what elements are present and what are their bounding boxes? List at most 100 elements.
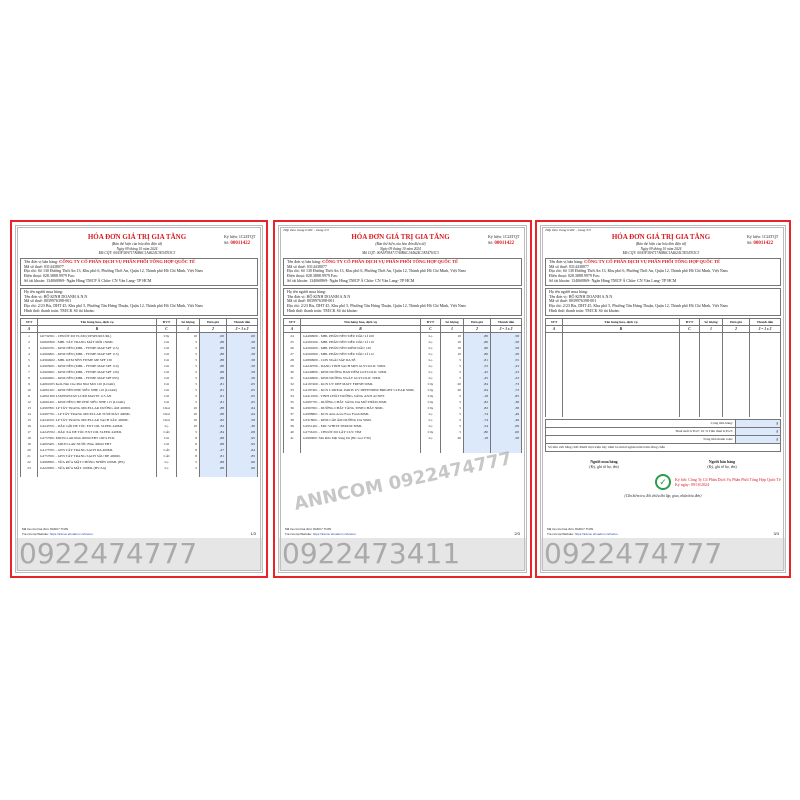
invoice-title: HÓA ĐƠN GIÁ TRỊ GIA TĂNG — [351, 233, 450, 241]
footer-left: Mã tra cứu hóa đơn: 8ADC7 7NJN Tra cứu tạ… — [22, 527, 93, 536]
website-line: Tra cứu tại Website: https://tracuu.ehoa… — [22, 532, 93, 537]
invoice-symbol-block: Ký hiệu: 1C24TQT Số: 00011422 — [488, 233, 522, 247]
invoice-heading: HÓA ĐƠN GIÁ TRỊ GIA TĂNG (Bản thể hiện củ… — [20, 233, 224, 256]
buyer-signature: Người mua hàng (Ký, ghi rõ họ, tên) — [589, 460, 618, 470]
info-line: Địa chỉ: 2/23 Bis, DHT 45, Khu phố 5, Ph… — [549, 303, 777, 309]
buyer-sign-title: Người mua hàng — [590, 459, 618, 464]
seller-account: 134060869- Ngân Hàng TMCP Á Châu- CN Văn… — [571, 277, 677, 283]
item-amount: ,00 — [226, 332, 258, 340]
column-header: Thành tiền — [226, 317, 258, 326]
page-main: HÓA ĐƠN GIÁ TRỊ GIA TĂNG (Bản thể hiện củ… — [20, 228, 258, 525]
empty-cell — [749, 360, 781, 375]
table-row: 1 G0732501 - CHUỐT MI VLZM (UPSPURCURL) Câ… — [20, 332, 258, 340]
item-amount: ,05 — [226, 393, 258, 400]
number-label: Số: — [488, 240, 494, 245]
buyer-account-label: Số tài khoản: — [73, 307, 95, 313]
seller-tax: 0314438077 — [568, 263, 589, 269]
website-line: Tra cứu tại Website: https://tracuu.ehoa… — [547, 532, 618, 537]
website-link[interactable]: https://tracuu.ehoadon.vn/tracuu — [574, 531, 618, 536]
table-row: 20 G4175701 - GEN TẨY TRANG SẠCH DA 400ML… — [20, 447, 258, 454]
table-row: 17 G4243702 - DẦU XẢ ĐE TÓC EXT OIL SLEEK… — [20, 429, 258, 436]
empty-cell — [545, 346, 563, 361]
number-line: Số: 00011422 — [488, 240, 522, 247]
item-amount: ,23 — [490, 369, 522, 376]
seller-address: Số 130 Đường Thới An 13, Khu phố 6, Phườ… — [37, 268, 203, 274]
website-link[interactable]: https://tracuu.ehoadon.vn/tracuu — [49, 531, 93, 536]
item-amount: ,73 — [490, 381, 522, 388]
empty-cell — [679, 346, 700, 361]
vat-rate-label: Thuế suất GTGT: — [675, 429, 700, 434]
empty-cell — [749, 402, 781, 417]
signature-valid-check-icon: ✓ — [655, 474, 671, 491]
column-code: 3 = 1 x 2 — [226, 325, 258, 334]
invoice-cqt-code: Mã CQT: 00A3F38A717A0B6C1A4624C3E54763C3 — [98, 251, 176, 256]
table-row: 33 G4197401 - KCN L'OREAL PARIS UV DEFEND… — [283, 387, 522, 394]
website-link[interactable]: https://tracuu.ehoadon.vn/tracuu — [312, 531, 356, 536]
buyer-name: HỘ KINH DOANH A.N.N — [43, 293, 88, 299]
seller-sign-note: (Ký, ghi rõ họ, tên) — [707, 464, 737, 469]
seller-address-label: Địa chỉ: — [287, 268, 300, 274]
empty-cell — [490, 441, 522, 448]
column-code: 2 — [199, 325, 227, 334]
column-code: A — [283, 325, 301, 334]
column-header: Đơn giá — [199, 317, 227, 326]
buyer-address: 2/23 Bis, DHT 45, Khu phố 5, Phường Tân … — [37, 303, 203, 309]
column-code: B — [37, 325, 157, 334]
empty-cell — [679, 332, 700, 347]
item-amount: ,05 — [226, 381, 258, 388]
table-row: 19 G4003401 - MICELLAR NƯỚC Blue 400ml EB… — [20, 441, 258, 448]
item-amount: ,58 — [226, 363, 258, 370]
invoice-title: HÓA ĐƠN GIÁ TRỊ GIA TĂNG — [611, 233, 711, 241]
column-code: 1 — [176, 325, 200, 334]
item-amount: ,85 — [490, 393, 522, 400]
invoice-heading: HÓA ĐƠN GIÁ TRỊ GIA TĂNG (Bản thể hiện củ… — [283, 233, 488, 256]
column-code: 3 = 1 x 2 — [490, 325, 522, 334]
column-header: Thành tiền — [490, 317, 522, 326]
seller-tax: 0314438077 — [43, 263, 64, 269]
empty-cell — [749, 346, 781, 361]
column-header: ĐVT — [420, 317, 441, 326]
signed-by-line: Ký bởi: Công Ty Cổ Phần Dịch Vụ Phân Phố… — [675, 477, 781, 482]
symbol-label: Ký hiệu: — [747, 234, 761, 239]
column-header: Tên hàng hóa, dịch vụ — [37, 317, 157, 326]
page-number: 2/3 — [514, 531, 520, 536]
column-header: STT — [283, 317, 301, 326]
info-line: Tên đơn vị bán hàng: CÔNG TY CỔ PHẦN DỊC… — [287, 259, 518, 265]
website-line: Tra cứu tại Website: https://tracuu.ehoa… — [285, 532, 356, 537]
buyer-name-label: Tên đơn vị: — [549, 293, 568, 299]
page-main: Tiếp theo trang trước - trang 2/3 HÓA ĐƠN… — [283, 228, 522, 525]
buyer-address: 2/23 Bis, DHT 45, Khu phố 5, Phường Tân … — [562, 303, 728, 309]
seller-address: Số 130 Đường Thới An 13, Khu phố 6, Phườ… — [562, 268, 728, 274]
empty-cell — [20, 471, 38, 478]
column-header: STT — [545, 317, 563, 326]
empty-cell — [722, 360, 750, 375]
buyer-person-label: Họ tên người mua hàng: — [24, 288, 63, 294]
info-line: Địa chỉ: 2/23 Bis, DHT 45, Khu phố 5, Ph… — [24, 303, 254, 309]
buyer-name-label: Tên đơn vị: — [287, 293, 306, 299]
seller-phone-label: Điện thoại: — [24, 273, 42, 279]
table-row: 15 G4240101 LP TẨY TRANG MICELLAR SẠCH SÂ… — [20, 417, 258, 424]
info-line: Tên đơn vị bán hàng: CÔNG TY CỔ PHẦN DỊC… — [24, 259, 254, 265]
empty-row — [20, 471, 258, 478]
table-row: 41 G2900001 Sữa Rửa Mặt Sáng Da (BC Gel V… — [283, 435, 522, 442]
invoice-subtitle: (Bản thể hiện của hóa đơn điện tử) — [375, 242, 426, 246]
invoice-number: 00011422 — [753, 241, 774, 246]
payment-label: Hình thức thanh toán: — [24, 307, 59, 313]
totals-label-cell: Thuế suất GTGT: 10 % Tiền thuế GTGT: — [545, 426, 736, 436]
signed-date: 09/10/2024 — [690, 482, 710, 488]
column-header: Thành tiền — [749, 317, 781, 326]
info-line: Địa chỉ: Số 130 Đường Thới An 13, Khu ph… — [549, 268, 777, 274]
seller-account-label: Số tài khoản: — [24, 277, 46, 283]
phone-watermark: 0922473411 — [278, 538, 527, 570]
invoice-date: Ngày 09 tháng 10 năm 2024 — [116, 246, 158, 251]
seller-signature: Người bán hàng (Ký, ghi rõ họ, tên) — [707, 460, 736, 470]
diagonal-watermark-area: ANNCOM 0922474777 — [283, 449, 522, 516]
digital-signature: Ký bởi: Công Ty Cổ Phần Dịch Vụ Phân Phố… — [675, 477, 781, 487]
table-row: 13 G2997801 LP TẨY TRANG MICELLAR DƯỠNG Ẩ… — [20, 405, 258, 412]
column-code: C — [156, 325, 177, 334]
table-row: 34 G4411000 - TINH CHẤT DƯỠNG SÁNG ANTI A… — [283, 393, 522, 400]
column-code: B — [300, 325, 421, 334]
invoice-subtitle: (Bản thể hiện của hóa đơn điện tử) — [111, 242, 163, 246]
buyer-address-label: Địa chỉ: — [24, 303, 37, 309]
